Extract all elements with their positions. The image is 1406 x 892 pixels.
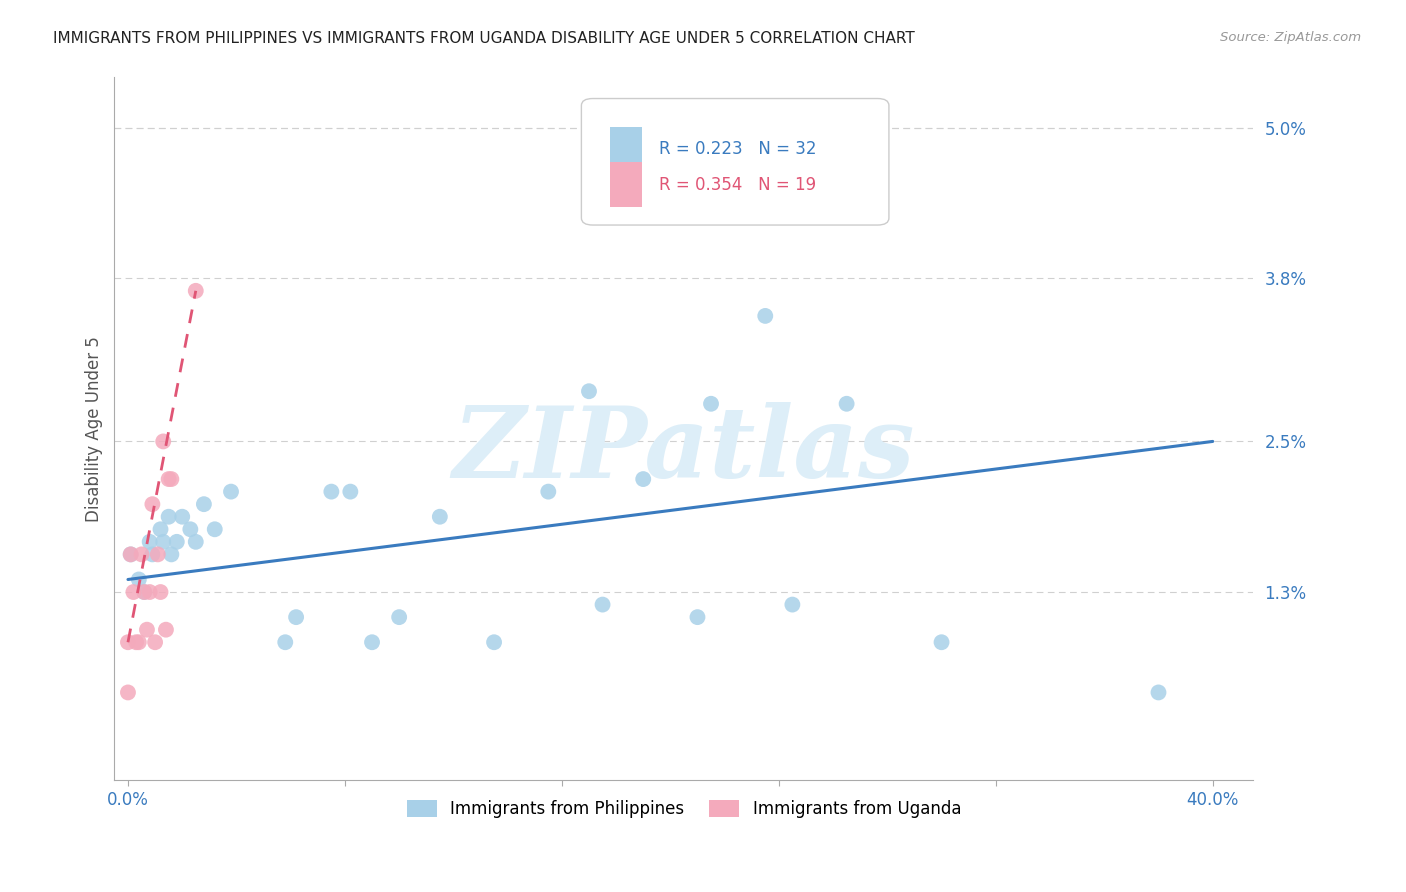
- Point: [155, 623, 177, 637]
- Point: [179, 522, 201, 536]
- Point: [138, 585, 160, 599]
- Point: [388, 610, 411, 624]
- Text: IMMIGRANTS FROM PHILIPPINES VS IMMIGRANTS FROM UGANDA DISABILITY AGE UNDER 5 COR: IMMIGRANTS FROM PHILIPPINES VS IMMIGRANT…: [53, 31, 915, 46]
- Point: [166, 534, 188, 549]
- Point: [931, 635, 953, 649]
- Point: [120, 548, 142, 562]
- Point: [117, 685, 139, 699]
- Point: [157, 472, 180, 486]
- Text: R = 0.223   N = 32: R = 0.223 N = 32: [659, 140, 817, 159]
- Point: [274, 635, 297, 649]
- Point: [128, 635, 150, 649]
- Point: [138, 534, 160, 549]
- Point: [193, 497, 215, 511]
- Point: [219, 484, 242, 499]
- Point: [754, 309, 776, 323]
- Point: [631, 472, 654, 486]
- FancyBboxPatch shape: [582, 98, 889, 225]
- Point: [141, 497, 163, 511]
- FancyBboxPatch shape: [610, 161, 641, 208]
- Point: [184, 284, 207, 298]
- Point: [157, 509, 180, 524]
- Point: [285, 610, 308, 624]
- Point: [339, 484, 361, 499]
- Point: [700, 397, 723, 411]
- Point: [134, 585, 156, 599]
- Point: [160, 472, 183, 486]
- Point: [128, 573, 150, 587]
- Point: [160, 548, 183, 562]
- Point: [122, 585, 145, 599]
- Point: [136, 623, 159, 637]
- Point: [592, 598, 614, 612]
- Point: [149, 585, 172, 599]
- Point: [835, 397, 858, 411]
- Point: [152, 434, 174, 449]
- Point: [782, 598, 804, 612]
- Text: Source: ZipAtlas.com: Source: ZipAtlas.com: [1220, 31, 1361, 45]
- Point: [321, 484, 343, 499]
- Point: [184, 534, 207, 549]
- Point: [120, 548, 142, 562]
- Point: [141, 548, 163, 562]
- Point: [146, 548, 169, 562]
- Point: [537, 484, 560, 499]
- Point: [686, 610, 709, 624]
- Point: [204, 522, 226, 536]
- Point: [808, 170, 831, 185]
- Point: [361, 635, 384, 649]
- Point: [429, 509, 451, 524]
- Point: [482, 635, 505, 649]
- Text: ZIPatlas: ZIPatlas: [453, 401, 915, 499]
- Point: [125, 635, 148, 649]
- Point: [172, 509, 194, 524]
- FancyBboxPatch shape: [610, 127, 641, 172]
- Point: [578, 384, 600, 399]
- Point: [1147, 685, 1170, 699]
- Y-axis label: Disability Age Under 5: Disability Age Under 5: [86, 336, 103, 522]
- Point: [152, 534, 174, 549]
- Point: [117, 635, 139, 649]
- Point: [143, 635, 166, 649]
- Legend: Immigrants from Philippines, Immigrants from Uganda: Immigrants from Philippines, Immigrants …: [401, 793, 967, 825]
- Point: [134, 585, 156, 599]
- Point: [131, 548, 153, 562]
- Point: [149, 522, 172, 536]
- Text: R = 0.354   N = 19: R = 0.354 N = 19: [659, 176, 815, 194]
